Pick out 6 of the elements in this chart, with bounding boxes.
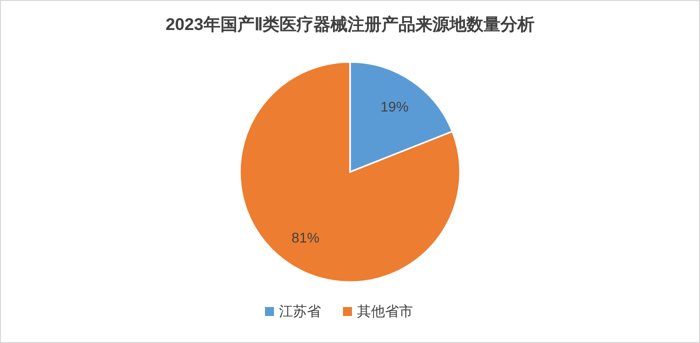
legend-label: 其他省市 — [357, 303, 413, 319]
data-label: 81% — [291, 230, 320, 246]
pie-slice — [239, 61, 461, 283]
legend-label: 江苏省 — [279, 303, 321, 319]
data-label: 19% — [380, 98, 409, 114]
chart-title: 2023年国产Ⅱ类医疗器械注册产品来源地数量分析 — [166, 15, 534, 34]
